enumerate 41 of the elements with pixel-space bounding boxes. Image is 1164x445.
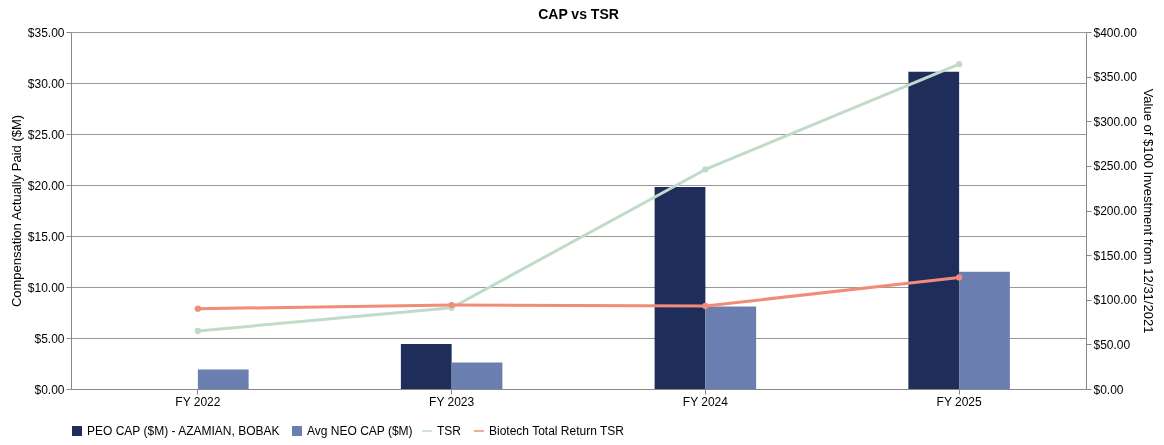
- point: [955, 60, 963, 68]
- point: [702, 166, 709, 173]
- y-tick-label: $0.00: [34, 382, 65, 397]
- point: [955, 274, 963, 281]
- bar: [959, 271, 1010, 389]
- point: [194, 327, 202, 335]
- bar: [908, 71, 960, 389]
- x-tick-label: FY 2025: [936, 394, 983, 409]
- y2-axis-title: Value of $100 Investment from 12/31/2021: [1140, 88, 1156, 334]
- y-tick-label: $10.00: [27, 280, 65, 295]
- y2-tick-label: $150.00: [1093, 248, 1138, 263]
- bar: [654, 187, 706, 389]
- bar: [451, 362, 503, 389]
- y2-tick-label: $0.00: [1093, 382, 1124, 397]
- y2-tick-label: $200.00: [1093, 204, 1138, 218]
- y2-tick-label: $100.00: [1093, 293, 1138, 308]
- chart-title: CAP vs TSR: [538, 6, 619, 22]
- y-tick-label: $25.00: [27, 127, 65, 142]
- point: [702, 302, 709, 310]
- y2-tick-label: $300.00: [1093, 114, 1138, 129]
- x-tick-label: FY 2024: [682, 394, 729, 409]
- y-tick-label: $35.00: [27, 25, 65, 40]
- bar: [197, 369, 249, 389]
- bar: [400, 344, 452, 389]
- legend-label: Biotech Total Return TSR: [489, 424, 625, 438]
- x-tick-label: FY 2022: [175, 394, 221, 409]
- legend-label: PEO CAP ($M) - AZAMIAN, BOBAK: [87, 424, 280, 438]
- y-axis-title: Compensation Actually Paid ($M): [8, 114, 24, 308]
- y2-tick-label: $50.00: [1093, 337, 1131, 352]
- y-tick-label: $20.00: [27, 178, 65, 193]
- y2-tick-label: $350.00: [1093, 70, 1138, 85]
- y-tick-label: $15.00: [27, 229, 65, 244]
- y2-tick-label: $250.00: [1093, 159, 1138, 174]
- legend-label: TSR: [437, 424, 462, 438]
- point: [194, 305, 202, 312]
- bar: [705, 306, 757, 389]
- y-tick-label: $5.00: [34, 331, 65, 346]
- legend-label: Avg NEO CAP ($M): [307, 424, 413, 438]
- x-tick-label: FY 2023: [429, 394, 475, 409]
- y2-tick-label: $400.00: [1093, 25, 1138, 40]
- y-tick-label: $30.00: [27, 76, 65, 91]
